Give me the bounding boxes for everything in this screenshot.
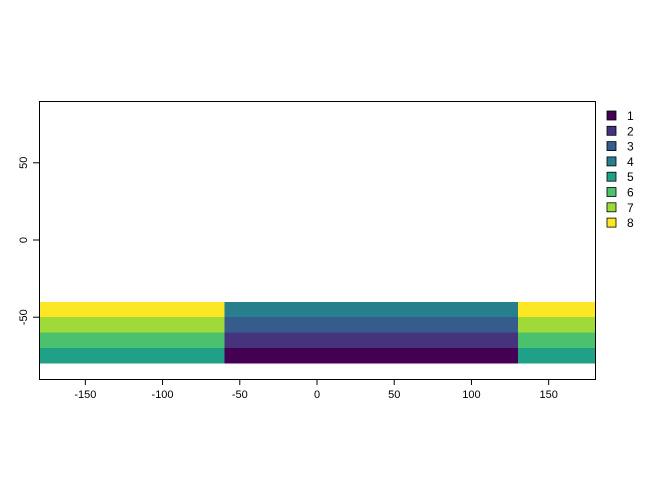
x-axis: -150 -100 -50 0 50 100 150 xyxy=(74,379,558,401)
raster-cell-8 xyxy=(224,348,518,364)
x-tick-label: 100 xyxy=(462,389,480,401)
raster-cell-9 xyxy=(517,301,595,318)
legend-label-8: 8 xyxy=(627,216,634,230)
legend-swatch-2 xyxy=(606,125,617,136)
legend-swatch-3 xyxy=(606,141,617,152)
y-tick-label: 50 xyxy=(18,157,30,169)
x-tick-label: 0 xyxy=(314,389,320,401)
x-tick-label: -150 xyxy=(74,389,96,401)
raster-cell-7 xyxy=(224,332,518,349)
legend-label-5: 5 xyxy=(627,170,634,184)
y-tick-label: -50 xyxy=(18,309,30,325)
raster-cell-12 xyxy=(517,348,595,364)
raster-cell-1 xyxy=(39,301,225,318)
y-tick-label: 0 xyxy=(18,237,30,243)
x-tick-label: 50 xyxy=(388,389,400,401)
raster-cell-5 xyxy=(224,301,518,318)
legend-swatch-6 xyxy=(606,187,617,197)
legend-swatch-5 xyxy=(606,171,617,182)
legend-swatch-4 xyxy=(606,156,617,167)
legend-label-4: 4 xyxy=(627,155,634,169)
legend-swatch-1 xyxy=(606,110,617,121)
y-axis: 50 0 -50 xyxy=(18,157,39,325)
raster-cell-10 xyxy=(517,317,595,333)
legend-label-2: 2 xyxy=(627,124,634,138)
x-tick-label: -50 xyxy=(232,389,248,401)
raster-cell-2 xyxy=(39,317,225,333)
legend-swatch-7 xyxy=(606,202,617,213)
legend-label-3: 3 xyxy=(627,140,634,154)
legend: 12 345 678 xyxy=(606,109,634,230)
legend-swatch-8 xyxy=(606,217,617,228)
x-tick-label: -100 xyxy=(152,389,174,401)
legend-label-1: 1 xyxy=(627,109,634,123)
x-tick-label: 150 xyxy=(539,389,557,401)
raster-cell-11 xyxy=(517,332,595,349)
legend-label-6: 6 xyxy=(627,186,634,200)
raster-cell-6 xyxy=(224,317,518,333)
raster-cells xyxy=(39,301,595,364)
raster-cell-3 xyxy=(39,332,225,349)
legend-label-7: 7 xyxy=(627,201,634,215)
raster-cell-4 xyxy=(39,348,225,364)
